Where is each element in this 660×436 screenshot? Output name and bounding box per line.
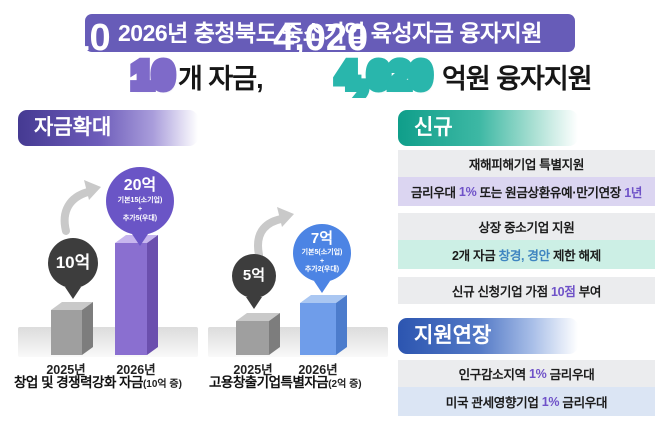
- year-label-2025: 2025년: [233, 363, 273, 377]
- value-detail-base: 기본5(소기업): [301, 248, 343, 256]
- year-label-2025: 2025년: [46, 363, 86, 377]
- new-row-disaster-benefit: 금리우대 1% 또는 원금상환유예·만기연장 1년: [398, 177, 655, 206]
- text-part: 1%: [458, 184, 477, 199]
- extend-row-population-decline: 인구감소지역 1% 금리우대: [398, 360, 655, 387]
- chart1-bar-2025: [51, 302, 93, 355]
- text-part: 미국 관세영향기업: [445, 396, 542, 410]
- growth-arrow-icon: [60, 180, 101, 235]
- fund-amount-suffix: 억원 융자지원: [435, 63, 593, 94]
- year-label-2026: 2026년: [298, 363, 338, 377]
- subtitle: 10 10 개 자금, 4,020 4,020 억원 융자지원: [0, 19, 660, 100]
- new-row-bonus-points: 신규 신청기업 가점 10점 부여: [398, 277, 655, 304]
- text-part: 상장 중소기업 지원: [478, 221, 575, 235]
- year-label-2026: 2026년: [116, 363, 156, 377]
- text-part: 2개 자금: [452, 249, 499, 263]
- chart2-caption: 고용창출기업특별자금(2억 증): [209, 371, 404, 392]
- new-row-disaster-title: 재해피해기업 특별지원: [398, 150, 655, 177]
- section-badge-new: 신규: [398, 110, 578, 146]
- chart1-name: 창업 및 경쟁력강화 자금: [14, 375, 143, 390]
- value-balloon-2026: 7억 기본5(소기업) + 추가2(우대): [293, 224, 351, 282]
- chart-startup-competitiveness-fund: 10억 20억 기본15(소기업) + 추가5(우대) 2025년 2026년 …: [10, 165, 205, 405]
- value-2026: 7억: [310, 230, 334, 247]
- new-row-listed-benefit: 2개 자금 창경, 경안 제한 해제: [398, 240, 655, 269]
- value-balloon-2025: 5억: [232, 254, 276, 298]
- fund-amount-fill: 4,020: [273, 17, 369, 59]
- text-part: 금리우대: [410, 186, 459, 200]
- chart1-note: (10억 증): [142, 379, 182, 390]
- text-part: 부여: [575, 285, 602, 299]
- fund-count-suffix: 개 자금,: [178, 63, 270, 94]
- text-part: 10점: [551, 285, 576, 299]
- page-title: 2026년 충청북도 중소기업 육성자금 융자지원: [85, 14, 575, 52]
- text-part: 금리우대: [559, 396, 608, 410]
- new-row-listed-title: 상장 중소기업 지원: [398, 213, 655, 240]
- text-part: 1년: [624, 186, 643, 200]
- text-part: 창경, 경안: [498, 249, 550, 263]
- value-detail-extra: 추가2(우대): [304, 266, 340, 274]
- value-2026: 20억: [123, 177, 157, 195]
- chart1-bar-2026: [115, 235, 158, 355]
- growth-arrow-icon: [254, 207, 294, 259]
- text-part: 인구감소지역: [458, 368, 529, 382]
- fund-count-number: 10 10: [68, 17, 178, 133]
- value-2025: 5억: [242, 267, 266, 285]
- extend-row-us-tariff: 미국 관세영향기업 1% 금리우대: [398, 387, 655, 416]
- value-detail-extra: 추가5(우대): [122, 214, 158, 222]
- value-detail-base: 기본15(소기업): [117, 197, 163, 205]
- plus-sign: +: [319, 257, 325, 265]
- chart2-name: 고용창출기업특별자금: [209, 375, 329, 390]
- chart-job-creation-fund: 5억 7억 기본5(소기업) + 추가2(우대) 2025년 2026년 고용창…: [205, 165, 400, 405]
- text-part: 제한 해제: [549, 249, 601, 263]
- section-badge-expand: 자금확대: [18, 110, 198, 146]
- chart2-note: (2억 증): [328, 379, 362, 390]
- fund-amount-number: 4,020 4,020: [273, 17, 435, 133]
- chart2-bar-2026: [300, 295, 347, 355]
- text-part: 재해피해기업 특별지원: [468, 158, 585, 172]
- text-part: 또는 원금상환유예·만기연장: [476, 186, 625, 200]
- chart2-canvas: [208, 207, 388, 357]
- chart2-bar-2025: [236, 313, 280, 355]
- chart1-canvas: [18, 180, 198, 357]
- value-balloon-2025: 10억: [48, 238, 98, 288]
- text-part: 1%: [541, 394, 560, 409]
- value-2025: 10억: [55, 253, 91, 273]
- text-part: 금리우대: [546, 368, 595, 382]
- chart1-caption: 창업 및 경쟁력강화 자금(10억 증): [14, 371, 209, 392]
- chart2-platform: [208, 327, 388, 357]
- fund-amount-outline: 4,020: [332, 53, 435, 99]
- text-part: 신규 신청기업 가점: [451, 285, 552, 299]
- text-part: 1%: [528, 366, 547, 381]
- section-badge-extend: 지원연장: [398, 318, 578, 354]
- fund-count-fill: 10: [68, 17, 111, 59]
- plus-sign: +: [137, 206, 143, 214]
- value-balloon-2026: 20억 기본15(소기업) + 추가5(우대): [106, 167, 174, 235]
- fund-count-outline: 10: [128, 53, 178, 99]
- chart1-platform: [18, 327, 198, 357]
